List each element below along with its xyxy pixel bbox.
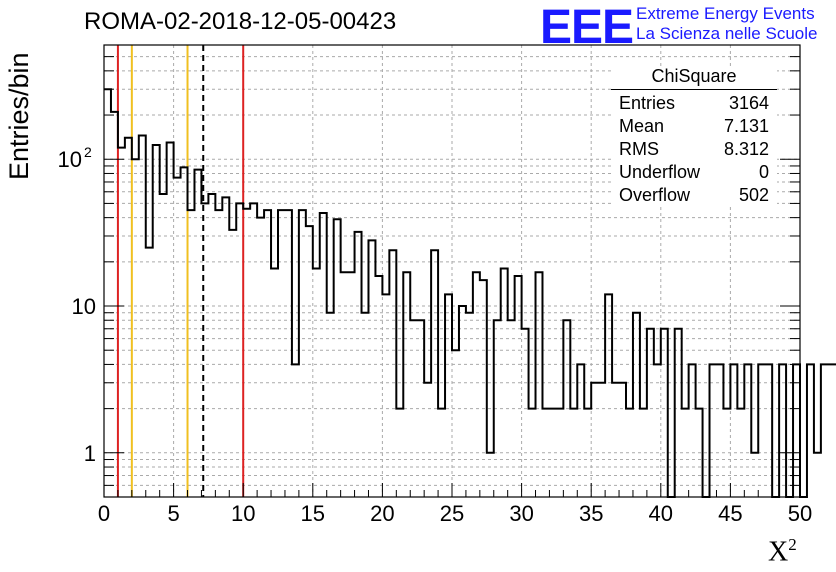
axis-ticks (103, 44, 801, 498)
stats-row-overflow: Overflow 502 (611, 184, 777, 207)
stats-label: Mean (619, 116, 665, 136)
x-tick-label: 50 (788, 501, 812, 526)
stats-label: Underflow (619, 162, 701, 182)
stats-value: 8.312 (723, 139, 769, 159)
stats-label: Overflow (619, 185, 691, 205)
y-axis-label: Entries/bin (4, 52, 34, 180)
eee-logo: EEE (540, 1, 634, 54)
x-axis-label: X2 (768, 535, 797, 568)
stats-label: RMS (619, 139, 659, 159)
stats-row-entries: Entries 3164 (611, 92, 777, 115)
logo-line-2: La Scienza nelle Scuole (636, 24, 818, 43)
x-axis-label-sup: 2 (788, 535, 797, 554)
chart-title: ROMA-02-2018-12-05-00423 (84, 8, 397, 35)
stats-row-mean: Mean 7.131 (611, 115, 777, 138)
stats-value: 7.131 (723, 116, 769, 136)
x-tick-label: 40 (649, 501, 673, 526)
x-tick-label: 25 (440, 501, 464, 526)
x-tick-label: 0 (98, 501, 110, 526)
x-tick-label: 10 (231, 501, 255, 526)
y-tick-label: 10 (72, 294, 96, 319)
reference-lines (116, 45, 245, 497)
y-tick-label: 1 (84, 441, 96, 466)
x-tick-label: 15 (301, 501, 325, 526)
logo-line-1: Extreme Energy Events (636, 4, 815, 23)
stats-value: 3164 (728, 93, 769, 113)
y-tick-label: 10 (58, 147, 82, 172)
x-axis-label-base: X (768, 536, 789, 568)
stats-box: ChiSquare Entries 3164 Mean 7.131 RMS 8.312… (611, 66, 777, 207)
x-tick-label: 20 (370, 501, 394, 526)
histogram-line (104, 88, 836, 498)
grid-lines (104, 44, 800, 498)
stats-row-rms: RMS 8.312 (611, 138, 777, 161)
x-tick-label: 45 (718, 501, 742, 526)
x-tick-label: 5 (167, 501, 179, 526)
stats-value: 502 (738, 185, 769, 205)
stats-value: 0 (758, 162, 769, 182)
x-tick-label: 35 (579, 501, 603, 526)
x-tick-label: 30 (509, 501, 533, 526)
stats-title: ChiSquare (611, 66, 777, 90)
y-tick-label-sup: 2 (84, 144, 92, 160)
stats-row-underflow: Underflow 0 (611, 161, 777, 184)
stats-label: Entries (619, 93, 676, 113)
